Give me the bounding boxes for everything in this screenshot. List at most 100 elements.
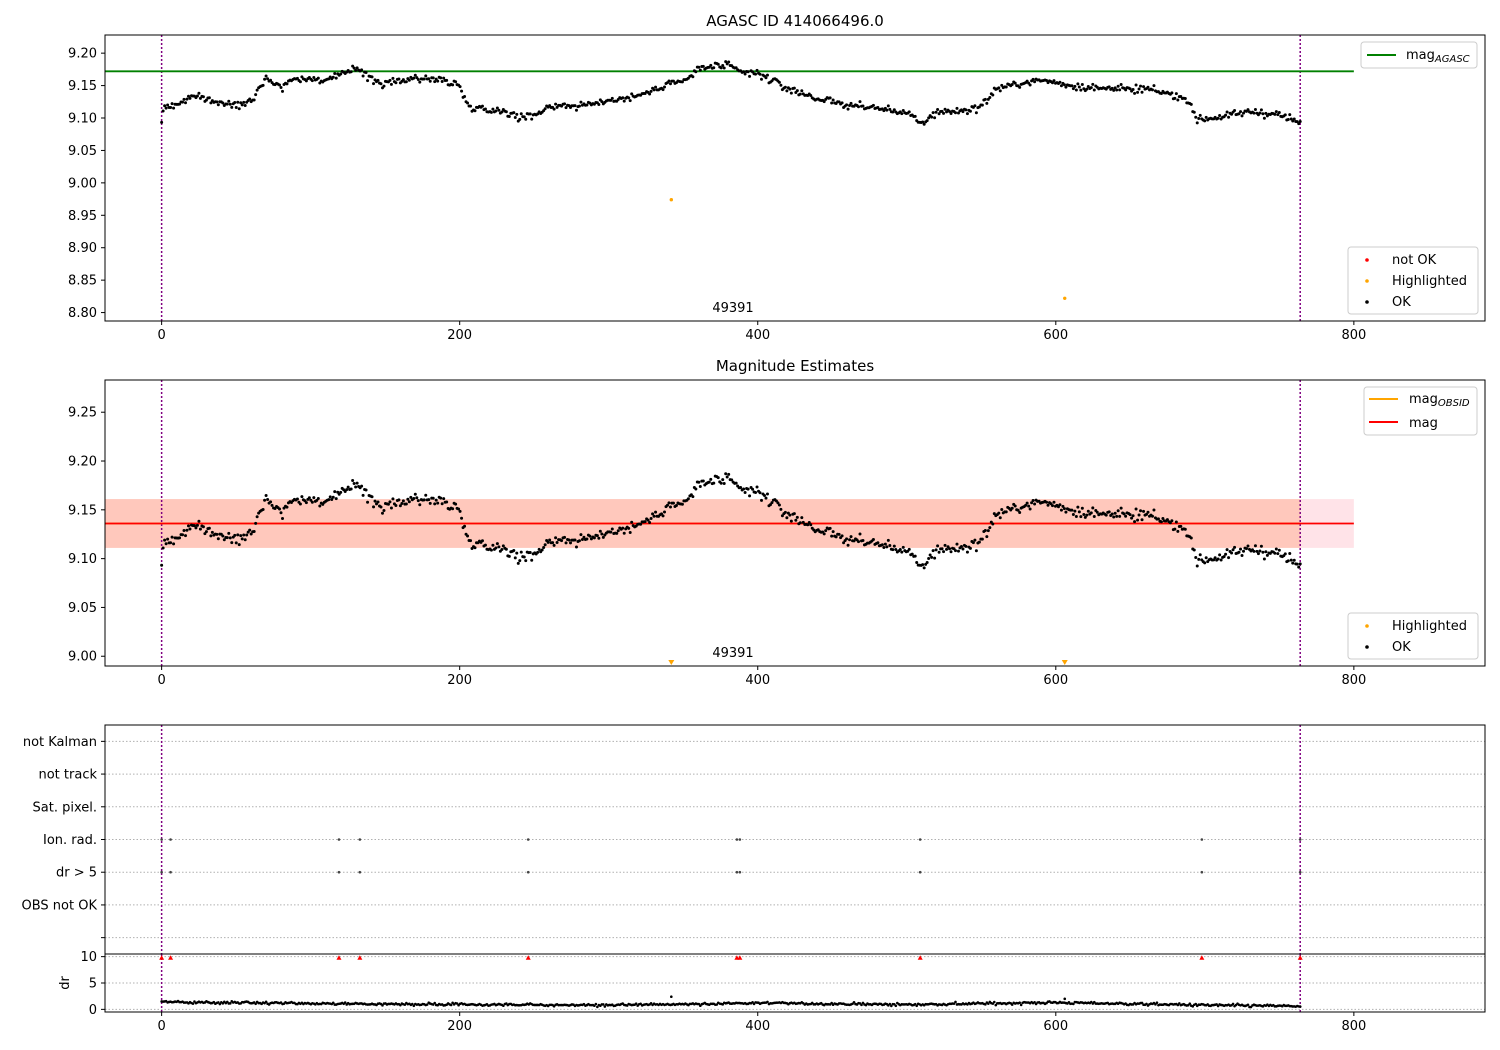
data-point-ok [840, 534, 844, 538]
data-point-ok [886, 104, 890, 108]
data-point-ok [1092, 88, 1096, 92]
data-point-ok [397, 498, 401, 502]
data-point-ok [307, 496, 311, 500]
data-point-ok [172, 542, 176, 546]
dr-threshold-marker [1297, 955, 1303, 960]
data-point-ok [849, 535, 853, 539]
dr-threshold-marker [737, 955, 743, 960]
data-point-ok [184, 534, 188, 538]
data-point-ok [1198, 553, 1202, 557]
data-point-ok [169, 541, 173, 545]
data-point-ok [516, 561, 520, 565]
data-point-ok [442, 497, 446, 501]
data-point-ok [501, 544, 505, 548]
data-point-ok [1107, 85, 1111, 89]
data-point-ok [497, 545, 501, 549]
data-point-ok [1027, 504, 1031, 508]
data-point-ok [388, 78, 392, 82]
data-point-ok [186, 94, 190, 98]
data-point-ok [181, 100, 185, 104]
data-point-ok [160, 120, 164, 124]
data-point-ok [210, 530, 214, 534]
data-point-ok [469, 104, 473, 108]
data-point-ok [668, 82, 672, 86]
data-point-ok [1128, 87, 1132, 91]
data-point-ok [416, 499, 420, 503]
data-point-ok [537, 547, 541, 551]
data-point-ok [988, 95, 992, 99]
data-point-ok [1110, 512, 1114, 516]
data-point-ok [1089, 86, 1093, 90]
data-point-ok [1197, 117, 1201, 121]
legend-label-highlighted: Highlighted [1392, 274, 1467, 289]
legend-subscript-agasc: AGASC [1434, 54, 1470, 65]
data-point-ok [239, 101, 243, 105]
data-point-ok [1174, 520, 1178, 524]
data-point-ok [822, 532, 826, 536]
data-point-ok [748, 74, 752, 78]
data-point-ok [197, 91, 201, 95]
data-point-ok [652, 88, 656, 92]
data-point-ok [197, 519, 201, 523]
data-point-ok [980, 537, 984, 541]
y-tick-label: 9.05 [68, 144, 97, 159]
flag-point [358, 838, 362, 841]
data-point-ok [1219, 558, 1223, 562]
data-point-ok [285, 505, 289, 509]
data-point-ok [1045, 500, 1049, 504]
dr-point [455, 1002, 459, 1005]
dr-point [1231, 1002, 1235, 1006]
data-point-ok [1095, 510, 1099, 514]
data-point-ok [181, 533, 185, 537]
data-point-ok [930, 115, 934, 119]
data-point-ok [915, 561, 919, 565]
data-point-ok [610, 527, 614, 531]
flag-point [160, 870, 163, 874]
data-point-ok [339, 490, 343, 494]
data-point-ok [354, 68, 358, 72]
data-point-ok [1130, 516, 1134, 520]
data-point-ok [660, 512, 664, 516]
data-point-ok [1239, 110, 1243, 114]
panel-magnitude-title: Magnitude Estimates [716, 357, 874, 375]
data-point-ok [1046, 503, 1050, 507]
data-point-ok [1183, 527, 1187, 531]
y-tick-label: 9.25 [68, 406, 97, 421]
data-point-ok [1176, 529, 1180, 533]
data-point-ok [1264, 111, 1268, 115]
data-point-ok [480, 104, 484, 108]
data-point-ok [783, 510, 787, 514]
data-point-ok [798, 521, 802, 525]
data-point-ok [746, 487, 750, 491]
flag-point [337, 870, 341, 874]
data-point-ok [248, 528, 252, 532]
dr-point [1178, 1002, 1181, 1005]
data-point-ok [792, 512, 796, 516]
data-point-ok [170, 535, 174, 539]
dr-point [594, 1002, 598, 1006]
data-point-ok [394, 503, 398, 507]
data-point-ok [621, 526, 625, 530]
data-point-ok [953, 111, 957, 115]
data-point-ok [185, 528, 189, 532]
data-point-ok [730, 478, 734, 482]
data-point-ok [716, 476, 720, 480]
data-point-ok [845, 103, 849, 107]
data-point-ok [1128, 513, 1132, 517]
data-point-ok [725, 475, 729, 479]
data-point-ok [974, 111, 978, 115]
data-point-ok [743, 490, 747, 494]
data-point-ok [1277, 110, 1281, 114]
data-point-ok [404, 502, 408, 506]
data-point-highlighted [1063, 296, 1067, 301]
data-point-ok [580, 537, 584, 541]
data-point-ok [161, 109, 165, 113]
data-point-ok [346, 485, 350, 489]
data-point-ok [454, 80, 458, 84]
flag-point [526, 838, 530, 841]
x-tick-label: 0 [157, 1019, 165, 1034]
data-point-ok [388, 500, 392, 504]
data-point-ok [721, 478, 725, 482]
data-point-ok [652, 514, 656, 518]
data-point-ok [1298, 562, 1302, 566]
